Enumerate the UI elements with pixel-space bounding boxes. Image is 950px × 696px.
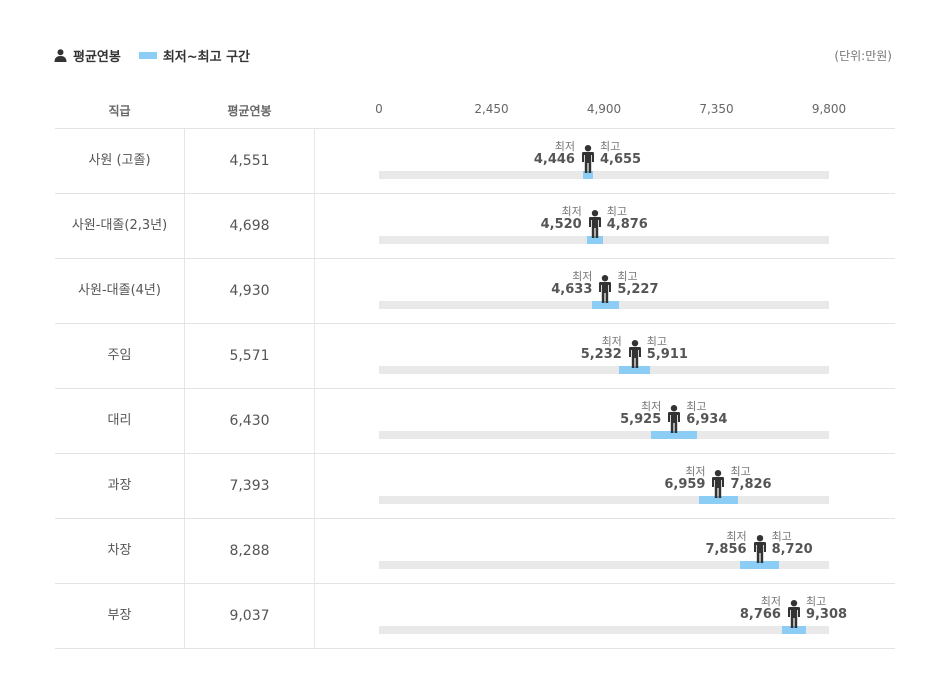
table-row: 사원-대졸(2,3년) 4,698 최저 4,520 최고 4,876 — [55, 194, 895, 259]
range-bar — [698, 496, 739, 504]
max-label: 최고 — [599, 140, 621, 153]
table-row: 대리 6,430 최저 5,925 최고 6,934 — [55, 389, 895, 454]
legend-range-label: 최저~최고 구간 — [162, 50, 251, 65]
average-person-icon — [580, 145, 596, 173]
min-label: 최저 — [601, 335, 622, 348]
row-title: 사원-대졸(2,3년) — [55, 194, 185, 258]
unit-label: (단위:만원) — [834, 49, 892, 63]
range-track — [379, 561, 829, 569]
row-title: 부장 — [55, 584, 185, 648]
row-average: 6,430 — [185, 389, 315, 453]
average-person-icon — [587, 210, 603, 238]
row-average: 4,930 — [185, 259, 315, 323]
range-track — [379, 626, 829, 634]
table-row: 사원 (고졸) 4,551 최저 4,446 최고 4,655 — [55, 129, 895, 194]
range-bar — [583, 171, 593, 179]
average-person-icon — [752, 535, 768, 563]
min-value: 5,925 — [620, 412, 662, 427]
x-tick-label: 2,450 — [474, 102, 509, 116]
range-swatch — [138, 52, 157, 59]
row-title: 차장 — [55, 519, 185, 583]
column-header-title: 직급 — [108, 104, 131, 118]
range-track — [379, 431, 829, 439]
max-label: 최고 — [730, 465, 751, 478]
table-header: 직급 평균연봉 0 2,450 4,900 7,350 9,800 — [55, 96, 895, 128]
range-bar — [586, 236, 603, 244]
range-bar — [619, 366, 651, 374]
min-label: 최저 — [572, 270, 593, 283]
range-bar — [781, 626, 807, 634]
min-label: 최저 — [554, 140, 575, 153]
max-value: 9,308 — [805, 607, 848, 622]
chart-rows: 사원 (고졸) 4,551 최저 4,446 최고 4,655 사원-대졸(2,3년) 4,6… — [55, 128, 895, 649]
row-average: 7,393 — [185, 454, 315, 518]
min-value: 4,520 — [540, 217, 582, 232]
row-average: 9,037 — [185, 584, 315, 648]
row-title: 사원 (고졸) — [55, 129, 185, 193]
min-label: 최저 — [685, 465, 706, 478]
row-title: 과장 — [55, 454, 185, 518]
average-person-icon — [710, 470, 726, 498]
table-row: 차장 8,288 최저 7,856 최고 8,720 — [55, 519, 895, 584]
min-label: 최저 — [760, 595, 781, 608]
max-value: 6,934 — [686, 412, 728, 427]
x-tick-label: 7,350 — [699, 102, 734, 116]
table-row: 부장 9,037 최저 8,766 최고 9,308 — [55, 584, 895, 649]
range-bar — [651, 431, 698, 439]
min-label: 최저 — [561, 205, 582, 218]
row-average: 4,698 — [185, 194, 315, 258]
table-row: 과장 7,393 최저 6,959 최고 7,826 — [55, 454, 895, 519]
row-title: 사원-대졸(4년) — [55, 259, 185, 323]
min-value: 6,959 — [664, 477, 706, 492]
max-label: 최고 — [686, 400, 707, 413]
average-person-icon — [666, 405, 682, 433]
x-tick-label: 0 — [375, 102, 383, 116]
max-value: 4,876 — [606, 217, 648, 232]
average-person-icon — [627, 340, 643, 368]
range-track — [379, 171, 829, 179]
row-title: 주임 — [55, 324, 185, 388]
max-label: 최고 — [771, 530, 792, 543]
column-header-average: 평균연봉 — [227, 104, 272, 118]
x-tick-label: 9,800 — [811, 102, 847, 116]
max-value: 5,227 — [617, 282, 659, 297]
x-tick-label: 4,900 — [586, 102, 622, 116]
min-value: 4,446 — [533, 152, 575, 167]
min-label: 최저 — [641, 400, 662, 413]
max-value: 7,826 — [730, 477, 772, 492]
row-average: 4,551 — [185, 129, 315, 193]
row-average: 8,288 — [185, 519, 315, 583]
range-track — [379, 366, 829, 374]
min-value: 8,766 — [739, 607, 781, 622]
min-value: 7,856 — [705, 542, 747, 557]
max-value: 5,911 — [646, 347, 688, 362]
range-track — [379, 236, 829, 244]
table-row: 사원-대졸(4년) 4,930 최저 4,633 최고 5,227 — [55, 259, 895, 324]
legend-average: 평균연봉 — [54, 46, 121, 65]
max-label: 최고 — [617, 270, 638, 283]
range-bar — [591, 301, 619, 309]
max-label: 최고 — [646, 335, 668, 348]
min-value: 4,633 — [551, 282, 593, 297]
range-track — [379, 496, 829, 504]
max-value: 4,655 — [599, 152, 642, 167]
range-bar — [739, 561, 780, 569]
row-title: 대리 — [55, 389, 185, 453]
person-icon — [54, 49, 67, 62]
table-row: 주임 5,571 최저 5,232 최고 5,911 — [55, 324, 895, 389]
legend: 평균연봉 최저~최고 구간 — [54, 46, 268, 65]
average-person-icon — [597, 275, 613, 303]
average-person-icon — [786, 600, 802, 628]
row-average: 5,571 — [185, 324, 315, 388]
legend-range: 최저~최고 구간 — [138, 46, 251, 65]
max-value: 8,720 — [771, 542, 813, 557]
max-label: 최고 — [805, 595, 827, 608]
max-label: 최고 — [606, 205, 627, 218]
min-label: 최저 — [726, 530, 747, 543]
min-value: 5,232 — [580, 347, 622, 362]
legend-average-label: 평균연봉 — [73, 50, 121, 65]
